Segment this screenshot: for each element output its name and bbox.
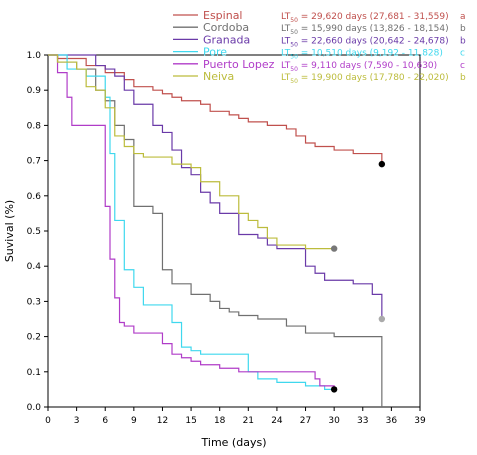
y-tick-label: 0.1 (27, 368, 41, 378)
legend-lt50-espinal: LT50 = 29,620 days (27,681 - 31,559) (281, 12, 449, 24)
series-line-puerto-lopez (48, 54, 335, 390)
end-marker (330, 386, 338, 393)
end-marker (330, 245, 338, 252)
series-line-pore (48, 54, 335, 390)
legend-name-granada: Granada (203, 33, 250, 46)
end-marker (378, 160, 386, 168)
y-axis-ticks: 0.0 0.1 0.2 0.3 0.4 0.5 0.6 0.7 0.8 0.9 1.0 (27, 51, 48, 413)
x-tick-label: 18 (214, 416, 226, 426)
x-tick-label: 27 (300, 416, 311, 426)
y-tick-label: 0.0 (27, 403, 42, 413)
y-tick-label: 0.4 (27, 262, 42, 272)
y-tick-label: 0.7 (27, 157, 41, 167)
legend-group-espinal: a (460, 12, 466, 22)
legend-group-puerto-lopez: c (460, 61, 465, 71)
x-tick-label: 36 (386, 416, 398, 426)
x-tick-label: 24 (271, 416, 283, 426)
y-tick-label: 0.6 (27, 192, 42, 202)
x-axis-ticks: 0 3 6 9 12 15 18 21 24 27 30 33 36 39 (45, 407, 426, 426)
x-tick-label: 39 (414, 416, 426, 426)
legend-lt50-neiva: LT50 = 19,900 days (17,780 - 22,020) (281, 73, 449, 85)
series-line-granada (48, 54, 383, 319)
x-tick-label: 15 (185, 416, 196, 426)
legend-name-puerto-lopez: Puerto Lopez (203, 58, 275, 71)
x-tick-label: 9 (131, 416, 137, 426)
legend-lt50-cordoba: LT50 = 15,990 days (13,826 - 18,154) (281, 24, 449, 36)
end-markers (330, 160, 386, 393)
y-tick-label: 1.0 (27, 51, 42, 61)
legend: Espinal LT50 = 29,620 days (27,681 - 31,5… (173, 9, 466, 85)
y-tick-label: 0.9 (27, 86, 42, 96)
y-tick-label: 0.3 (27, 297, 41, 307)
end-marker (378, 315, 386, 323)
x-axis-title: Time (days) (201, 436, 267, 449)
x-tick-label: 12 (157, 416, 168, 426)
legend-lt50-granada: LT50 = 22,660 days (20,642 - 24,678) (281, 36, 449, 48)
legend-lt50-pore: LT50 = 10,510 days (9,192 - 11,828) (281, 49, 443, 61)
legend-name-cordoba: Cordoba (203, 21, 249, 34)
legend-name-neiva: Neiva (203, 70, 234, 83)
series-lines (48, 54, 383, 407)
legend-group-cordoba: b (460, 24, 466, 34)
legend-group-neiva: b (460, 73, 466, 83)
legend-lt50-puerto-lopez: LT50 = 9,110 days (7,590 - 10,630) (281, 61, 437, 73)
legend-group-pore: c (460, 49, 465, 59)
x-tick-label: 21 (243, 416, 254, 426)
y-axis-title: Suvival (%) (3, 200, 16, 262)
x-tick-label: 33 (357, 416, 368, 426)
y-tick-label: 0.2 (27, 333, 41, 343)
legend-name-pore: Pore (203, 46, 227, 59)
y-tick-label: 0.5 (27, 227, 41, 237)
legend-group-granada: b (460, 36, 466, 46)
x-tick-label: 30 (328, 416, 340, 426)
x-tick-label: 6 (102, 416, 108, 426)
x-tick-label: 0 (45, 416, 51, 426)
legend-name-espinal: Espinal (203, 9, 243, 22)
x-tick-label: 3 (74, 416, 80, 426)
y-tick-label: 0.8 (27, 121, 42, 131)
series-line-neiva (48, 54, 335, 250)
